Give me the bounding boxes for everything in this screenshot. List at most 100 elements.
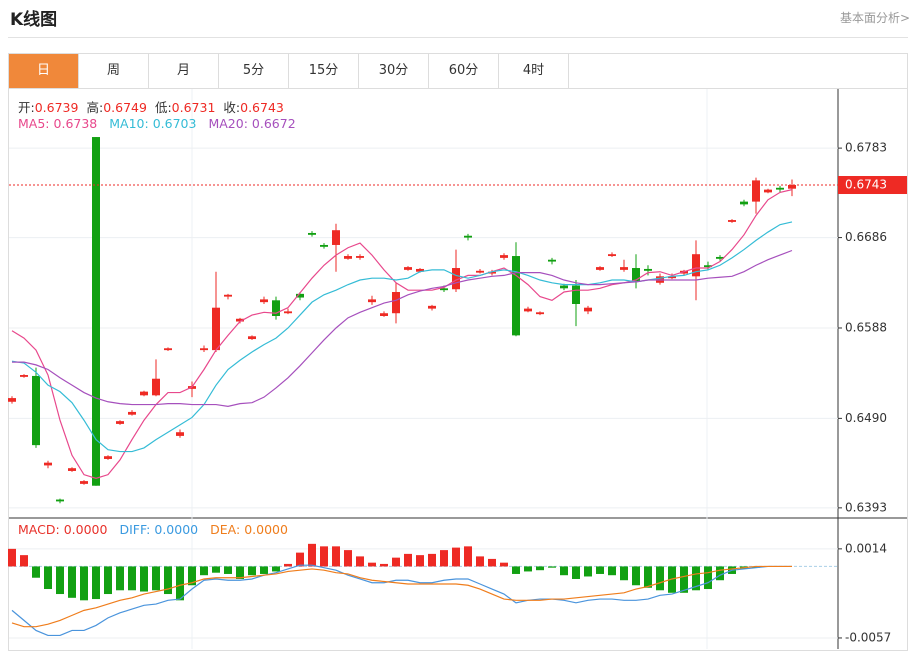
macd-bar — [32, 566, 40, 578]
macd-bar — [380, 563, 388, 567]
candle-body — [80, 481, 88, 484]
candle-body — [776, 187, 784, 190]
macd-bar — [680, 566, 688, 593]
macd-bar — [524, 566, 532, 572]
candle-body — [476, 270, 484, 273]
candle-body — [68, 468, 76, 471]
macd-bar — [692, 566, 700, 591]
info-label: 收: — [223, 100, 241, 115]
info-value: 0.0000 — [63, 522, 108, 537]
macd-bar — [296, 552, 304, 567]
candle-body — [524, 308, 532, 312]
macd-bar — [44, 566, 52, 590]
info-label: MACD: — [18, 522, 60, 537]
candle-body — [632, 268, 640, 282]
candle-body — [392, 292, 400, 314]
indicator-line — [11, 564, 792, 637]
info-value: 0.6731 — [171, 100, 216, 115]
y-tick-label: 0.0014 — [845, 541, 887, 555]
candle-body — [740, 201, 748, 205]
candle-body — [320, 244, 328, 247]
candle-body — [212, 307, 220, 351]
last-price-tag — [838, 176, 907, 195]
candle-body — [668, 276, 676, 279]
macd-bar — [596, 566, 604, 574]
y-tick-label: 0.6490 — [845, 411, 887, 425]
macd-bar — [248, 566, 256, 576]
info-value: 0.6738 — [53, 116, 98, 131]
macd-bar — [152, 566, 160, 591]
info-label: DIFF: — [119, 522, 151, 537]
period-tabs: 日周月 5分 15分 30分 60分 4时 — [9, 54, 907, 89]
candle-body — [92, 137, 100, 486]
candle-body — [56, 499, 64, 502]
candle-body — [164, 348, 172, 351]
macd-bar — [560, 566, 568, 576]
macd-bar — [752, 566, 760, 568]
candle-body — [44, 462, 52, 466]
candle-body — [644, 268, 652, 271]
macd-bar — [140, 566, 148, 592]
fundamental-link[interactable]: 基本面分析> — [840, 11, 911, 25]
macd-bar — [644, 566, 652, 588]
candle-body — [764, 189, 772, 193]
candle-body — [536, 312, 544, 315]
candle-body — [416, 268, 424, 272]
macd-bar — [632, 566, 640, 586]
y-tick-label: 0.6686 — [845, 230, 887, 244]
macd-bar — [704, 566, 712, 590]
macd-bar — [452, 547, 460, 567]
candle-body — [8, 398, 16, 402]
candle-body — [788, 185, 796, 189]
candle-body — [20, 375, 28, 377]
info-value: 0.6749 — [103, 100, 147, 115]
candle-body — [500, 255, 508, 258]
candle-body — [380, 313, 388, 316]
last-price-label: 0.6743 — [845, 178, 887, 192]
period-tab[interactable]: 5分 — [219, 54, 289, 88]
info-label: MA20: — [208, 116, 248, 131]
macd-bar — [428, 553, 436, 567]
info-value: 0.0000 — [154, 522, 199, 537]
info-label: 高: — [86, 100, 104, 115]
candle-body — [104, 456, 112, 459]
candle-body — [308, 232, 316, 235]
period-tab[interactable]: 15分 — [289, 54, 359, 88]
y-tick-label: 0.6393 — [845, 500, 887, 514]
candle-body — [152, 378, 160, 396]
macd-bar — [392, 557, 400, 567]
macd-bar — [356, 556, 364, 567]
macd-bar — [80, 566, 88, 601]
macd-bar — [476, 556, 484, 567]
info-label: 开: — [18, 100, 35, 115]
period-tab[interactable]: 周 — [79, 54, 149, 88]
macd-info: MACD: 0.0000 DIFF: 0.0000 DEA: 0.0000 — [18, 522, 300, 537]
candle-body — [548, 259, 556, 262]
info-value: 0.6672 — [251, 116, 296, 131]
period-tab[interactable]: 月 — [149, 54, 219, 88]
candle-body — [272, 300, 280, 316]
macd-bar — [464, 546, 472, 567]
candle-body — [128, 411, 136, 415]
macd-bar — [716, 566, 724, 581]
period-tab[interactable]: 60分 — [429, 54, 499, 88]
info-value: 0.6703 — [152, 116, 197, 131]
macd-bar — [20, 555, 28, 567]
macd-bar — [320, 546, 328, 567]
period-tab[interactable]: 30分 — [359, 54, 429, 88]
macd-bar — [416, 555, 424, 567]
candle-body — [404, 267, 412, 270]
period-tab[interactable]: 4时 — [499, 54, 569, 88]
period-tab[interactable]: 日 — [9, 54, 79, 88]
macd-bar — [608, 566, 616, 576]
macd-bar — [212, 566, 220, 573]
indicator-line — [11, 565, 792, 628]
macd-bar — [188, 566, 196, 586]
macd-bar — [260, 566, 268, 574]
indicator-line — [11, 189, 793, 479]
y-tick-label: -0.0057 — [845, 630, 891, 644]
candle-body — [452, 268, 460, 290]
candle-body — [728, 220, 736, 222]
